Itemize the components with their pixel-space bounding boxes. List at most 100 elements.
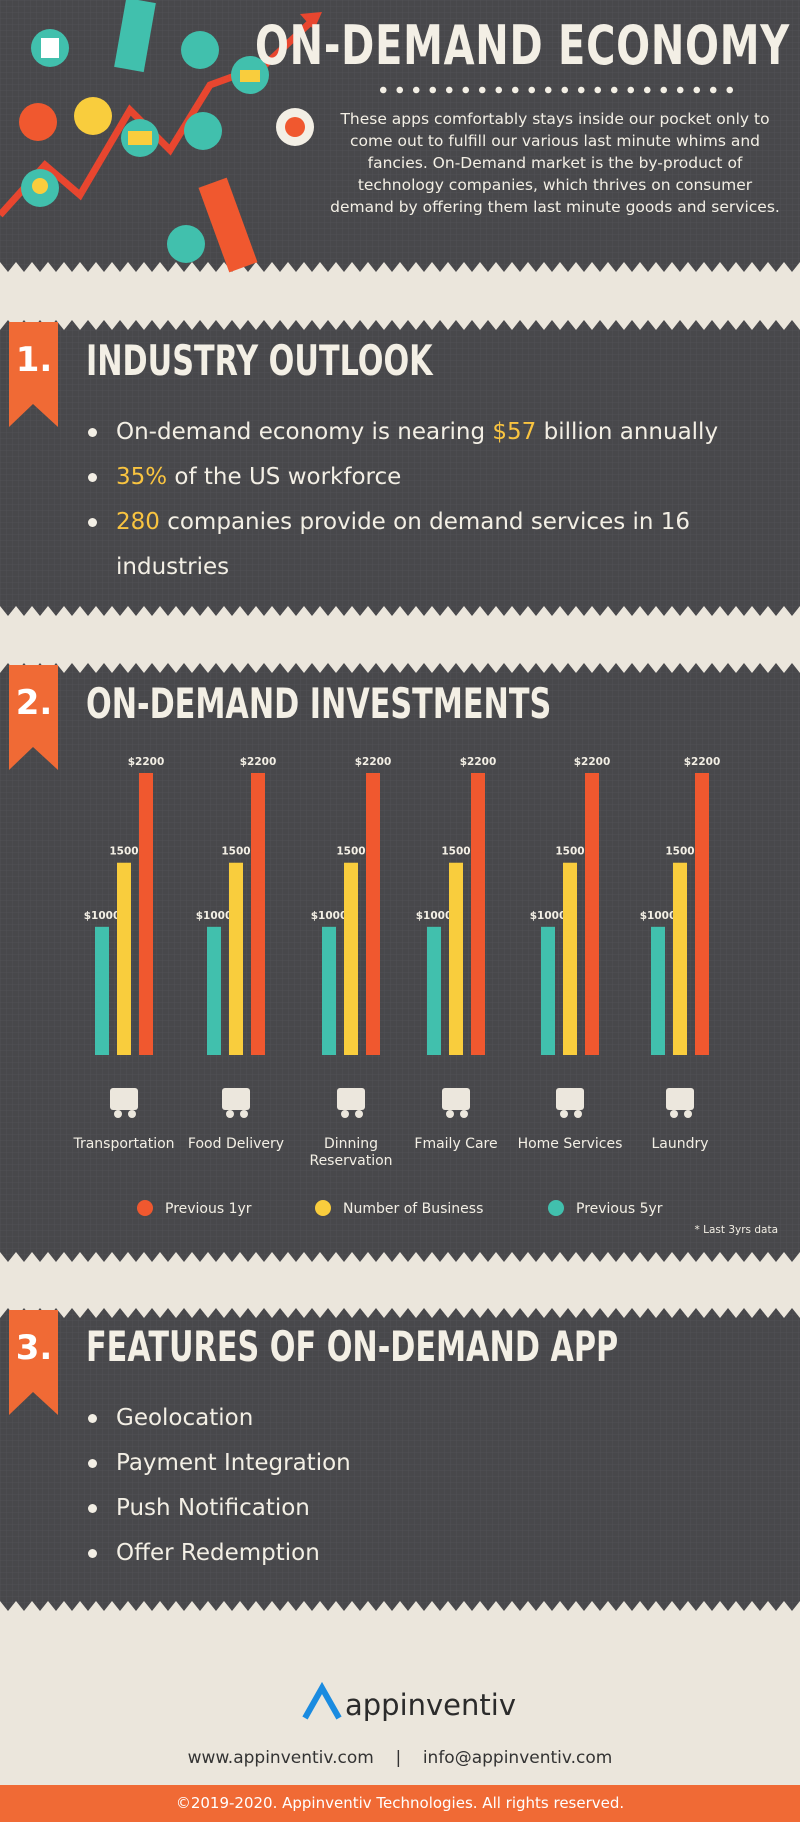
header-illustration [0,0,322,273]
bullet-list: Geolocation Payment Integration Push Notif… [88,1396,768,1576]
value-label: 1500 [665,846,694,858]
highlight: $57 [492,419,537,445]
category-label: Food Delivery [187,1136,285,1152]
logo-mark [302,1681,342,1720]
bullet: Geolocation [88,1396,768,1441]
separator: | [395,1748,402,1768]
legend-label: Number of Business [343,1201,483,1217]
category-label: Home Services [517,1136,623,1152]
category-label: Dinning Reservation [309,1136,393,1169]
bar [251,773,265,1055]
bullet: 280 companies provide on demand services… [88,500,768,590]
value-label: $1000 [84,910,121,922]
chart-note: * Last 3yrs data [694,1224,778,1236]
dark-band [0,320,800,616]
category-label: Transportation [73,1136,175,1152]
brand-name: appinventiv [345,1688,516,1722]
category-icon [128,1110,136,1118]
value-label: $1000 [640,910,677,922]
bullet-text: billion annually [536,419,719,445]
category-label: Laundry [651,1136,709,1152]
bar [651,926,665,1055]
bullet-list: On-demand economy is nearing $57 billion… [88,410,768,590]
legend-swatch [548,1200,564,1216]
bar [471,773,485,1055]
legend-label: Previous 1yr [165,1201,252,1217]
bullet-text: On-demand economy is nearing [116,419,493,445]
highlight: 280 [116,509,160,535]
bar [585,773,599,1055]
contact-line: www.appinventiv.com | info@appinventiv.c… [0,1748,800,1768]
bar [563,862,577,1055]
category-icon [560,1110,568,1118]
category-icon [446,1110,454,1118]
category-icon [114,1110,122,1118]
divider-dots [375,86,735,94]
bullet: 35% of the US workforce [88,455,768,500]
category-icon [110,1088,138,1110]
bullet: Payment Integration [88,1441,768,1486]
section-title: FEATURES OF ON-DEMAND APP [86,1322,619,1371]
number-ribbon [9,322,58,427]
category-icon [684,1110,692,1118]
legend-swatch [137,1200,153,1216]
bar [229,862,243,1055]
bar [322,926,336,1055]
category-icon [355,1110,363,1118]
bar [207,926,221,1055]
bar [117,862,131,1055]
value-label: 1500 [555,846,584,858]
legend-swatch [315,1200,331,1216]
bullet-text: of the US workforce [167,464,402,490]
category-icon [240,1110,248,1118]
value-label: 1500 [109,846,138,858]
value-label: $2200 [240,756,277,768]
value-label: $1000 [416,910,453,922]
highlight: 35% [116,464,168,490]
category-icon [341,1110,349,1118]
value-label: 1500 [441,846,470,858]
category-icon [666,1088,694,1110]
bar [427,926,441,1055]
bullet-text: companies provide on demand services in … [116,509,691,580]
section-title: ON-DEMAND INVESTMENTS [86,679,552,728]
dark-band [0,1308,800,1611]
bar [344,862,358,1055]
bar [366,773,380,1055]
value-label: $1000 [530,910,567,922]
category-icon [222,1088,250,1110]
bar [541,926,555,1055]
section-number: 1. [15,340,53,380]
section-title: INDUSTRY OUTLOOK [86,336,433,385]
category-icon [337,1088,365,1110]
header-title: ON-DEMAND ECONOMY [255,14,790,77]
bullet: On-demand economy is nearing $57 billion… [88,410,768,455]
value-label: 1500 [221,846,250,858]
number-ribbon [9,1310,58,1415]
website: www.appinventiv.com [187,1748,374,1768]
dark-band [0,663,800,1262]
bullet: Offer Redemption [88,1531,768,1576]
category-label: Fmaily Care [414,1136,498,1152]
value-label: $2200 [460,756,497,768]
value-label: $2200 [355,756,392,768]
category-icon [670,1110,678,1118]
category-icon [556,1088,584,1110]
bar [95,926,109,1055]
section-number: 2. [15,683,53,723]
copyright: ©2019-2020. Appinventiv Technologies. Al… [0,1785,800,1822]
value-label: $2200 [574,756,611,768]
category-icon [574,1110,582,1118]
bar [449,862,463,1055]
header-description: These apps comfortably stays inside our … [330,110,780,216]
value-label: $2200 [128,756,165,768]
value-label: $2200 [684,756,721,768]
category-icon [226,1110,234,1118]
bar [673,862,687,1055]
value-label: 1500 [336,846,365,858]
category-icon [442,1088,470,1110]
category-icon [460,1110,468,1118]
